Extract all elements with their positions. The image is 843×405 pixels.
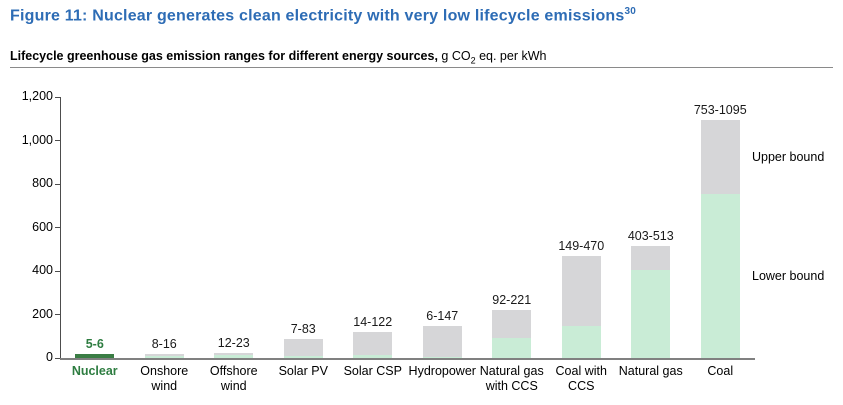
bar-value-natural-gas-with-ccs: 92-221: [492, 293, 532, 307]
category-label-natural-gas: Natural gas: [618, 364, 683, 378]
category-label-natural-gas-with-ccs: Natural gas with CCS: [479, 364, 544, 393]
annotation-lower-bound: Lower bound: [752, 269, 825, 283]
category-label-onshore-wind: Onshore wind: [140, 364, 189, 393]
bar-value-onshore-wind: 8-16: [151, 337, 177, 351]
bar-hydropower-lower-bound: [422, 357, 462, 358]
y-axis-tick-label: 200: [32, 306, 53, 321]
figure-title-text: Figure 11: Nuclear generates clean elect…: [10, 7, 625, 25]
y-axis-tick: [55, 314, 60, 315]
y-axis-tick-label: 0: [46, 350, 53, 364]
category-label-offshore-wind: Offshore wind: [209, 364, 258, 393]
figure-title: Figure 11: Nuclear generates clean elect…: [10, 6, 636, 25]
bar-hydropower-upper-bound: [422, 326, 462, 357]
bar-solar-pv-lower-bound: [283, 356, 323, 358]
bar-coal-lower-bound: [700, 194, 740, 358]
y-axis-line: [60, 97, 61, 358]
y-axis-tick-label: 400: [32, 263, 53, 277]
bar-value-natural-gas: 403-513: [627, 229, 674, 243]
category-label-coal: Coal: [707, 364, 734, 378]
bar-value-solar-pv: 7-83: [290, 322, 316, 336]
bar-coal-with-ccs-lower-bound: [561, 326, 601, 358]
bar-nuclear: [75, 354, 115, 358]
bar-onshore-wind-upper-bound: [144, 354, 184, 356]
category-label-solar-pv: Solar PV: [278, 364, 328, 378]
bar-value-offshore-wind: 12-23: [217, 336, 250, 350]
x-axis-line: [60, 358, 755, 360]
chart-subtitle-unit-suffix: eq. per kWh: [475, 49, 547, 63]
bar-coal-with-ccs-upper-bound: [561, 256, 601, 326]
bar-value-solar-csp: 14-122: [353, 315, 393, 329]
y-axis-tick-label: 800: [32, 176, 53, 190]
bar-offshore-wind-lower-bound: [214, 355, 254, 358]
bar-value-hydropower: 6-147: [426, 309, 459, 323]
y-axis-tick: [55, 140, 60, 141]
bar-coal-upper-bound: [700, 120, 740, 194]
category-label-solar-csp: Solar CSP: [343, 364, 402, 378]
y-axis-tick-label: 1,200: [21, 89, 53, 103]
bar-value-coal-with-ccs: 149-470: [558, 239, 605, 253]
bar-solar-pv-upper-bound: [283, 339, 323, 356]
bar-value-nuclear: 5-6: [85, 337, 104, 351]
y-axis-tick: [55, 270, 60, 272]
category-label-nuclear: Nuclear: [71, 364, 118, 378]
y-axis-tick: [55, 227, 60, 228]
y-axis-tick-label: 600: [32, 219, 53, 234]
annotation-upper-bound: Upper bound: [752, 150, 825, 164]
bar-solar-csp-upper-bound: [353, 332, 393, 355]
bar-natural-gas-with-ccs-lower-bound: [492, 338, 532, 358]
chart-subtitle-main: Lifecycle greenhouse gas emission ranges…: [10, 49, 438, 63]
y-axis-tick: [55, 183, 60, 185]
chart-subtitle-unit: g CO: [437, 49, 471, 63]
bar-natural-gas-lower-bound: [631, 270, 671, 358]
chart-subtitle-unit-subscript: 2: [470, 55, 476, 66]
y-axis-tick: [55, 357, 60, 359]
category-label-coal-with-ccs: Coal with CCS: [555, 364, 607, 393]
figure-title-footnote: 30: [624, 6, 637, 17]
bar-natural-gas-upper-bound: [631, 246, 671, 270]
chart-subtitle: Lifecycle greenhouse gas emission ranges…: [10, 49, 546, 66]
bar-onshore-wind-lower-bound: [144, 356, 184, 358]
bar-solar-csp-lower-bound: [353, 355, 393, 358]
bar-offshore-wind-upper-bound: [214, 353, 254, 355]
y-axis-tick-label: 1,000: [21, 132, 53, 147]
y-axis-tick: [55, 96, 60, 98]
divider-line: [10, 67, 833, 68]
emissions-bar-chart: Upper bound Lower bound 0 200 400 600 800 1,0…: [0, 80, 843, 405]
category-label-hydropower: Hydropower: [408, 364, 476, 378]
bar-value-coal: 753-1095: [693, 103, 747, 117]
bar-natural-gas-with-ccs-upper-bound: [492, 310, 532, 338]
